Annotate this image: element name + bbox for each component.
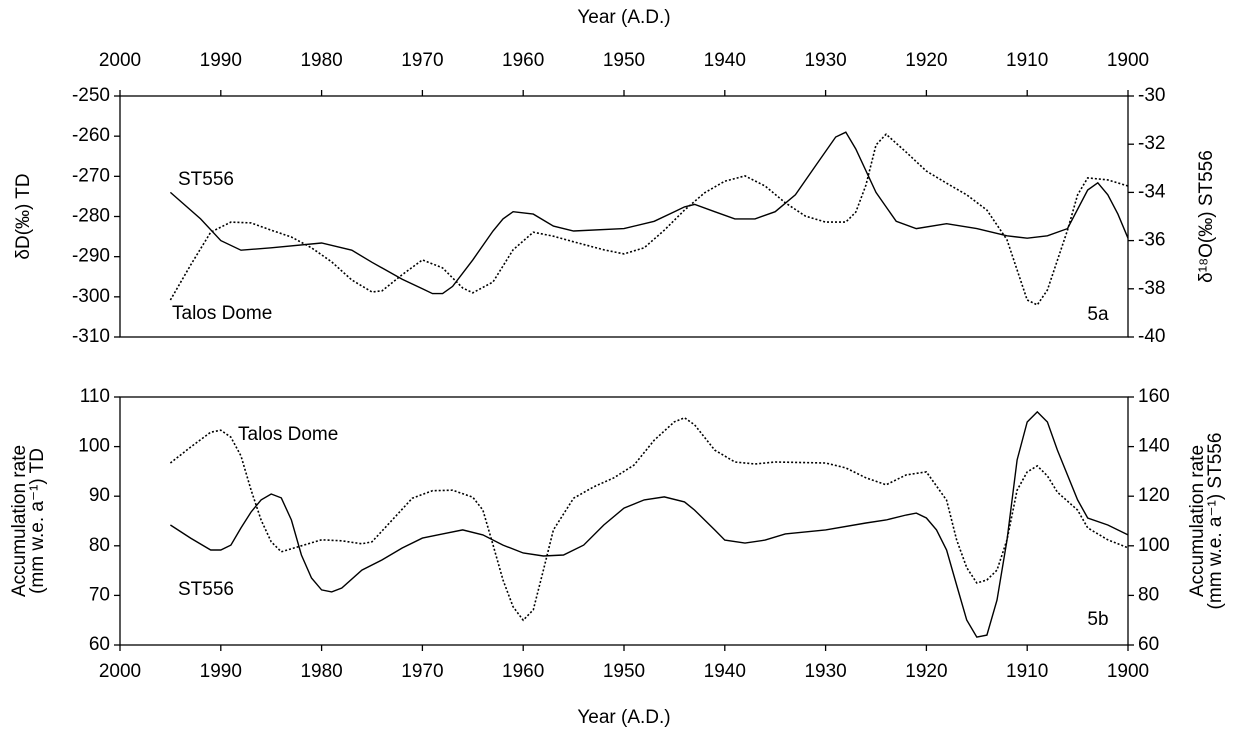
y-tick-label: -290 xyxy=(72,246,110,267)
x-tick-label: 1940 xyxy=(704,50,746,71)
x-tick-label: 1960 xyxy=(502,661,544,682)
x-tick-label: 1920 xyxy=(905,50,947,71)
panel-label: 5a xyxy=(1087,304,1109,325)
panel-label: 5b xyxy=(1087,609,1108,630)
x-tick-label: 1980 xyxy=(300,661,342,682)
y2-tick-label: -34 xyxy=(1138,181,1166,202)
y2-tick-label: -36 xyxy=(1138,230,1165,251)
series-line xyxy=(169,131,1129,295)
y-tick-label: 70 xyxy=(89,584,110,605)
y-tick-label: 110 xyxy=(80,386,110,407)
y-tick-label: 90 xyxy=(89,485,110,506)
x-tick-label: 1910 xyxy=(1006,50,1048,71)
y-tick-label: -300 xyxy=(72,286,110,307)
y-tick-label: -310 xyxy=(72,326,110,347)
y2-tick-label: -38 xyxy=(1138,278,1165,299)
y2-axis-title: Accumulation rate xyxy=(1187,445,1208,597)
plot-frame xyxy=(119,95,1129,338)
x-tick-label: 1970 xyxy=(401,661,443,682)
y-axis-title: Accumulation rate xyxy=(9,445,30,597)
y-axis-title: (mm w.e. a⁻¹) TD xyxy=(27,448,48,594)
y2-tick-label: 160 xyxy=(1138,386,1170,407)
x-tick-label: 1900 xyxy=(1107,50,1149,71)
x-tick-label: 1960 xyxy=(502,50,544,71)
y2-tick-label: 80 xyxy=(1138,584,1159,605)
x-axis-title: Year (A.D.) xyxy=(577,7,670,28)
y-tick-label: -250 xyxy=(72,85,110,106)
x-tick-label: 1920 xyxy=(905,661,947,682)
x-tick-label: 1950 xyxy=(603,50,645,71)
y-tick-label: -280 xyxy=(72,206,110,227)
y-tick-label: -260 xyxy=(72,125,110,146)
y2-axis-title: δ¹⁸O(‰) ST556 xyxy=(1196,150,1217,283)
x-tick-label: 1930 xyxy=(804,661,846,682)
x-tick-label: 1930 xyxy=(804,50,846,71)
y2-tick-label: 100 xyxy=(1138,535,1170,556)
x-tick-label: 2000 xyxy=(99,661,141,682)
y2-tick-label: 120 xyxy=(1138,485,1170,506)
y2-tick-label: 60 xyxy=(1138,634,1159,655)
series-label: Talos Dome xyxy=(238,424,338,445)
y2-tick-label: 140 xyxy=(1138,436,1170,457)
series-line xyxy=(169,133,1129,306)
x-tick-label: 1910 xyxy=(1006,661,1048,682)
x-tick-label: 1990 xyxy=(200,661,242,682)
series-label: Talos Dome xyxy=(172,303,272,324)
x-tick-label: 1950 xyxy=(603,661,645,682)
x-tick-label: 1940 xyxy=(704,661,746,682)
series-label: ST556 xyxy=(178,579,234,600)
series-line xyxy=(170,410,1129,638)
y-tick-label: -270 xyxy=(72,165,110,186)
y-axis-title: δD(‰) TD xyxy=(13,173,34,259)
x-tick-label: 1900 xyxy=(1107,661,1149,682)
y2-tick-label: -40 xyxy=(1138,326,1165,347)
series-label: ST556 xyxy=(178,169,234,190)
x-tick-label: 1970 xyxy=(401,50,443,71)
y2-tick-label: -32 xyxy=(1138,133,1165,154)
y-tick-label: 60 xyxy=(89,634,110,655)
x-tick-label: 1980 xyxy=(300,50,342,71)
x-tick-label: 2000 xyxy=(99,50,141,71)
y-tick-label: 100 xyxy=(78,436,110,457)
y-tick-label: 80 xyxy=(89,535,110,556)
y2-axis-title: (mm w.e. a⁻¹) ST556 xyxy=(1205,433,1226,610)
x-axis-title: Year (A.D.) xyxy=(577,707,670,728)
y2-tick-label: -30 xyxy=(1138,85,1165,106)
x-tick-label: 1990 xyxy=(200,50,242,71)
series-line xyxy=(169,416,1129,622)
